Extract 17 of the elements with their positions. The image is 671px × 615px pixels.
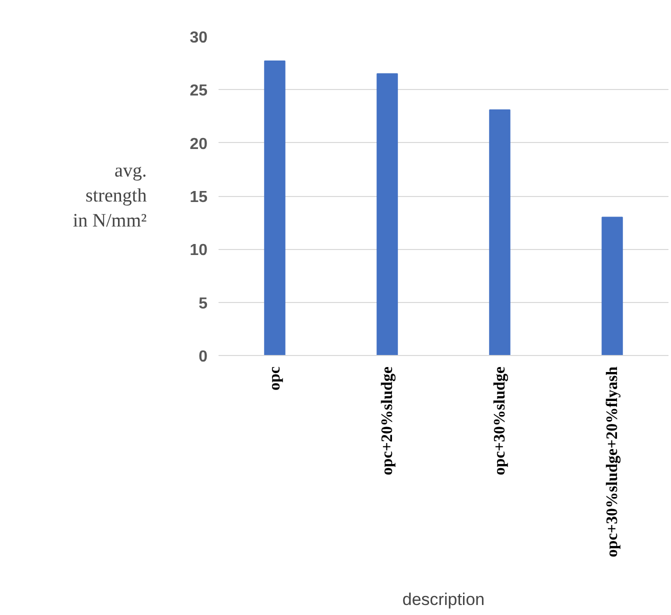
x-tick-label: opc bbox=[266, 366, 284, 390]
x-axis-title: description bbox=[402, 590, 485, 610]
y-axis-title: avg. strength in N/mm² bbox=[72, 160, 148, 232]
y-tick-label: 5 bbox=[198, 295, 208, 312]
x-tick-label: opc+30%sludge+20%flyash bbox=[604, 366, 621, 558]
bar bbox=[376, 73, 398, 356]
y-tick-label: 25 bbox=[190, 82, 208, 100]
y-tick-label: 0 bbox=[198, 348, 208, 366]
x-tick-label: opc+20%sludge bbox=[378, 366, 396, 476]
y-tick-label: 15 bbox=[190, 189, 208, 206]
y-tick-label: 30 bbox=[190, 30, 208, 46]
bar bbox=[602, 216, 623, 356]
bar bbox=[489, 109, 510, 356]
y-tick-label: 10 bbox=[190, 242, 208, 260]
x-tick-label: opc+30%sludge bbox=[491, 366, 508, 476]
bar bbox=[264, 60, 286, 356]
y-tick-label: 20 bbox=[190, 136, 208, 153]
